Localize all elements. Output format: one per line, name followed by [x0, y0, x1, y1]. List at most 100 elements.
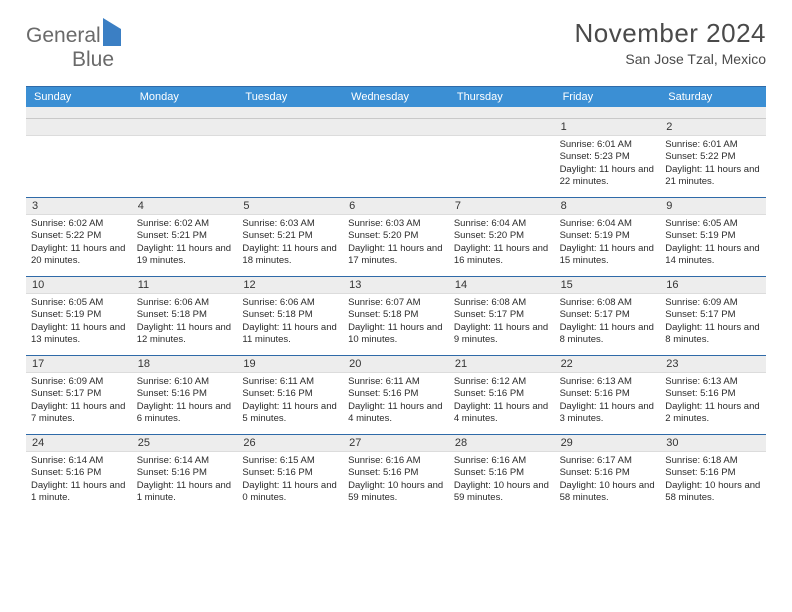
daylight-text: Daylight: 11 hours and 0 minutes.: [242, 480, 338, 505]
day-cell: 25Sunrise: 6:14 AMSunset: 5:16 PMDayligh…: [132, 435, 238, 513]
daylight-text: Daylight: 11 hours and 18 minutes.: [242, 243, 338, 268]
day-number: 1: [555, 119, 661, 136]
sunset-text: Sunset: 5:16 PM: [560, 388, 656, 400]
day-number: 6: [343, 198, 449, 215]
calendar-page: General Blue November 2024 San Jose Tzal…: [0, 0, 792, 531]
day-cell: 9Sunrise: 6:05 AMSunset: 5:19 PMDaylight…: [660, 198, 766, 276]
day-cell: 14Sunrise: 6:08 AMSunset: 5:17 PMDayligh…: [449, 277, 555, 355]
sunrise-text: Sunrise: 6:18 AM: [665, 455, 761, 467]
logo: General Blue: [26, 18, 121, 72]
sunrise-text: Sunrise: 6:15 AM: [242, 455, 338, 467]
day-cell: 4Sunrise: 6:02 AMSunset: 5:21 PMDaylight…: [132, 198, 238, 276]
day-body: Sunrise: 6:03 AMSunset: 5:21 PMDaylight:…: [237, 215, 343, 271]
sunset-text: Sunset: 5:16 PM: [242, 467, 338, 479]
daylight-text: Daylight: 10 hours and 59 minutes.: [454, 480, 550, 505]
day-number: 23: [660, 356, 766, 373]
daylight-text: Daylight: 11 hours and 13 minutes.: [31, 322, 127, 347]
day-number: 4: [132, 198, 238, 215]
day-body: Sunrise: 6:09 AMSunset: 5:17 PMDaylight:…: [660, 294, 766, 350]
daylight-text: Daylight: 11 hours and 8 minutes.: [560, 322, 656, 347]
day-body: Sunrise: 6:03 AMSunset: 5:20 PMDaylight:…: [343, 215, 449, 271]
day-number: 27: [343, 435, 449, 452]
day-cell: 21Sunrise: 6:12 AMSunset: 5:16 PMDayligh…: [449, 356, 555, 434]
day-body: Sunrise: 6:06 AMSunset: 5:18 PMDaylight:…: [132, 294, 238, 350]
day-cell: 18Sunrise: 6:10 AMSunset: 5:16 PMDayligh…: [132, 356, 238, 434]
day-number: 19: [237, 356, 343, 373]
sunset-text: Sunset: 5:16 PM: [560, 467, 656, 479]
sunset-text: Sunset: 5:18 PM: [137, 309, 233, 321]
sunset-text: Sunset: 5:17 PM: [665, 309, 761, 321]
sunrise-text: Sunrise: 6:04 AM: [560, 218, 656, 230]
day-cell: [237, 119, 343, 197]
week-row: 1Sunrise: 6:01 AMSunset: 5:23 PMDaylight…: [26, 119, 766, 197]
day-body: Sunrise: 6:04 AMSunset: 5:19 PMDaylight:…: [555, 215, 661, 271]
sunrise-text: Sunrise: 6:04 AM: [454, 218, 550, 230]
day-body: Sunrise: 6:01 AMSunset: 5:23 PMDaylight:…: [555, 136, 661, 192]
day-body: Sunrise: 6:08 AMSunset: 5:17 PMDaylight:…: [449, 294, 555, 350]
day-cell: 24Sunrise: 6:14 AMSunset: 5:16 PMDayligh…: [26, 435, 132, 513]
day-body: Sunrise: 6:02 AMSunset: 5:22 PMDaylight:…: [26, 215, 132, 271]
sunrise-text: Sunrise: 6:11 AM: [348, 376, 444, 388]
daylight-text: Daylight: 11 hours and 15 minutes.: [560, 243, 656, 268]
sunrise-text: Sunrise: 6:11 AM: [242, 376, 338, 388]
daylight-text: Daylight: 11 hours and 19 minutes.: [137, 243, 233, 268]
day-cell: 6Sunrise: 6:03 AMSunset: 5:20 PMDaylight…: [343, 198, 449, 276]
day-cell: 3Sunrise: 6:02 AMSunset: 5:22 PMDaylight…: [26, 198, 132, 276]
logo-text-blue: Blue: [72, 48, 114, 71]
sunset-text: Sunset: 5:16 PM: [242, 388, 338, 400]
sunrise-text: Sunrise: 6:08 AM: [560, 297, 656, 309]
day-cell: 8Sunrise: 6:04 AMSunset: 5:19 PMDaylight…: [555, 198, 661, 276]
sunset-text: Sunset: 5:16 PM: [137, 467, 233, 479]
sunrise-text: Sunrise: 6:06 AM: [242, 297, 338, 309]
day-cell: [132, 119, 238, 197]
day-body: Sunrise: 6:12 AMSunset: 5:16 PMDaylight:…: [449, 373, 555, 429]
sunset-text: Sunset: 5:20 PM: [348, 230, 444, 242]
day-body: Sunrise: 6:10 AMSunset: 5:16 PMDaylight:…: [132, 373, 238, 429]
page-title: November 2024: [575, 18, 767, 49]
day-cell: 11Sunrise: 6:06 AMSunset: 5:18 PMDayligh…: [132, 277, 238, 355]
sunset-text: Sunset: 5:16 PM: [348, 388, 444, 400]
dow-wednesday: Wednesday: [343, 87, 449, 107]
sunrise-text: Sunrise: 6:09 AM: [31, 376, 127, 388]
sunset-text: Sunset: 5:22 PM: [665, 151, 761, 163]
sunset-text: Sunset: 5:19 PM: [665, 230, 761, 242]
day-cell: 30Sunrise: 6:18 AMSunset: 5:16 PMDayligh…: [660, 435, 766, 513]
daylight-text: Daylight: 11 hours and 5 minutes.: [242, 401, 338, 426]
day-number: 10: [26, 277, 132, 294]
daylight-text: Daylight: 11 hours and 20 minutes.: [31, 243, 127, 268]
day-number: [132, 119, 238, 136]
daylight-text: Daylight: 11 hours and 1 minute.: [137, 480, 233, 505]
day-number: 18: [132, 356, 238, 373]
day-body: Sunrise: 6:17 AMSunset: 5:16 PMDaylight:…: [555, 452, 661, 508]
daylight-text: Daylight: 11 hours and 9 minutes.: [454, 322, 550, 347]
day-cell: 26Sunrise: 6:15 AMSunset: 5:16 PMDayligh…: [237, 435, 343, 513]
dow-monday: Monday: [132, 87, 238, 107]
sunset-text: Sunset: 5:19 PM: [560, 230, 656, 242]
day-body: Sunrise: 6:05 AMSunset: 5:19 PMDaylight:…: [660, 215, 766, 271]
day-number: 15: [555, 277, 661, 294]
sunset-text: Sunset: 5:23 PM: [560, 151, 656, 163]
day-cell: 17Sunrise: 6:09 AMSunset: 5:17 PMDayligh…: [26, 356, 132, 434]
week-row: 24Sunrise: 6:14 AMSunset: 5:16 PMDayligh…: [26, 434, 766, 513]
sunrise-text: Sunrise: 6:14 AM: [137, 455, 233, 467]
day-cell: 23Sunrise: 6:13 AMSunset: 5:16 PMDayligh…: [660, 356, 766, 434]
daylight-text: Daylight: 11 hours and 10 minutes.: [348, 322, 444, 347]
day-number: 16: [660, 277, 766, 294]
day-body: Sunrise: 6:07 AMSunset: 5:18 PMDaylight:…: [343, 294, 449, 350]
day-number: 29: [555, 435, 661, 452]
dow-tuesday: Tuesday: [237, 87, 343, 107]
sunrise-text: Sunrise: 6:13 AM: [560, 376, 656, 388]
day-number: 28: [449, 435, 555, 452]
day-body: Sunrise: 6:04 AMSunset: 5:20 PMDaylight:…: [449, 215, 555, 271]
sunrise-text: Sunrise: 6:03 AM: [242, 218, 338, 230]
day-cell: 27Sunrise: 6:16 AMSunset: 5:16 PMDayligh…: [343, 435, 449, 513]
day-number: 17: [26, 356, 132, 373]
sunset-text: Sunset: 5:16 PM: [665, 467, 761, 479]
day-cell: 2Sunrise: 6:01 AMSunset: 5:22 PMDaylight…: [660, 119, 766, 197]
page-subtitle: San Jose Tzal, Mexico: [575, 51, 767, 67]
sunset-text: Sunset: 5:22 PM: [31, 230, 127, 242]
day-number: 13: [343, 277, 449, 294]
day-cell: 5Sunrise: 6:03 AMSunset: 5:21 PMDaylight…: [237, 198, 343, 276]
sunset-text: Sunset: 5:17 PM: [31, 388, 127, 400]
day-number: 9: [660, 198, 766, 215]
